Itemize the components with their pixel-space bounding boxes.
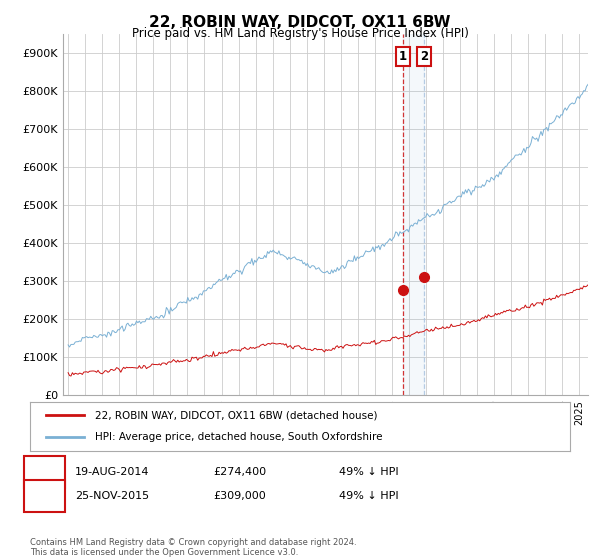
Text: Price paid vs. HM Land Registry's House Price Index (HPI): Price paid vs. HM Land Registry's House … bbox=[131, 27, 469, 40]
Text: 22, ROBIN WAY, DIDCOT, OX11 6BW (detached house): 22, ROBIN WAY, DIDCOT, OX11 6BW (detache… bbox=[95, 410, 377, 421]
Text: 2: 2 bbox=[40, 489, 49, 503]
Text: 19-AUG-2014: 19-AUG-2014 bbox=[75, 467, 149, 477]
Text: 2: 2 bbox=[421, 50, 428, 63]
Text: 1: 1 bbox=[398, 50, 407, 63]
Text: £309,000: £309,000 bbox=[213, 491, 266, 501]
Text: 22, ROBIN WAY, DIDCOT, OX11 6BW: 22, ROBIN WAY, DIDCOT, OX11 6BW bbox=[149, 15, 451, 30]
Bar bbox=[403, 34, 424, 395]
Text: 49% ↓ HPI: 49% ↓ HPI bbox=[339, 491, 398, 501]
Text: Contains HM Land Registry data © Crown copyright and database right 2024.
This d: Contains HM Land Registry data © Crown c… bbox=[30, 538, 356, 557]
Text: 25-NOV-2015: 25-NOV-2015 bbox=[75, 491, 149, 501]
Text: 1: 1 bbox=[40, 465, 49, 479]
Text: 49% ↓ HPI: 49% ↓ HPI bbox=[339, 467, 398, 477]
Text: HPI: Average price, detached house, South Oxfordshire: HPI: Average price, detached house, Sout… bbox=[95, 432, 382, 442]
Text: £274,400: £274,400 bbox=[213, 467, 266, 477]
